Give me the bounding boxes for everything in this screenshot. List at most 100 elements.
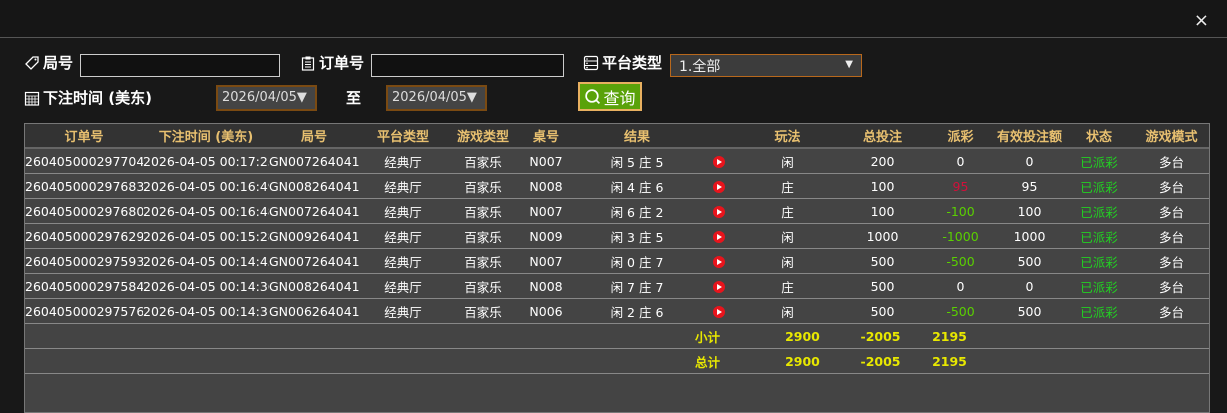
cell-status: 已派彩 [1080, 179, 1118, 195]
cell-valid: 95 [1021, 178, 1038, 194]
cell-time: 2026-04-05 00:16:48 [143, 203, 269, 219]
cell-payout: -100 [946, 203, 975, 219]
table-row[interactable]: 260405000297680 2026-04-05 00:16:48 GN0072… [25, 199, 1209, 224]
caret-down-icon: ▼ [845, 59, 853, 70]
cell-time: 2026-04-05 00:17:23 [143, 153, 269, 169]
cell-mode: 多台 [1158, 154, 1184, 170]
cell-mode: 多台 [1158, 279, 1184, 295]
cell-bet: 100 [870, 203, 895, 219]
time-label: 下注时间 (美东) [24, 87, 152, 108]
cell-table: N008 [529, 278, 563, 294]
play-video-icon[interactable] [712, 231, 725, 243]
total-payout: -2005 [860, 353, 901, 369]
column-header: 订单号 [64, 130, 104, 145]
date-from-picker[interactable]: 2026/04/05▼ [216, 85, 317, 111]
table-row[interactable]: 260405000297704 2026-04-05 00:17:23 GN0072… [25, 149, 1209, 174]
search-icon [585, 89, 601, 105]
close-icon[interactable]: × [1193, 10, 1209, 31]
cell-order: 260405000297576 [25, 303, 143, 319]
cell-round: GN008264041KR [269, 278, 359, 294]
cell-round: GN009264041L4 [269, 228, 359, 244]
cell-table: N007 [529, 253, 563, 269]
cell-status: 已派彩 [1080, 254, 1118, 270]
cell-result: 闲 3 庄 5 [610, 229, 664, 245]
tag-icon [25, 55, 39, 70]
total-row: 总计 2900 -2005 2195 [25, 349, 1209, 374]
cell-status: 已派彩 [1080, 279, 1118, 295]
cell-result: 闲 4 庄 6 [610, 179, 664, 195]
cell-table: N006 [529, 303, 563, 319]
order-input[interactable] [371, 54, 564, 77]
cell-time: 2026-04-05 00:14:31 [143, 303, 269, 319]
cell-time: 2026-04-05 00:16:49 [143, 178, 269, 194]
cell-order: 260405000297683 [25, 178, 143, 194]
play-video-icon[interactable] [712, 156, 725, 168]
platform-label: 平台类型 [583, 52, 662, 73]
column-header: 游戏类型 [456, 130, 509, 145]
cell-mode: 多台 [1158, 304, 1184, 320]
round-input[interactable] [80, 54, 280, 77]
cell-round: GN007264041JX [269, 203, 359, 219]
replay-cell [701, 179, 736, 194]
cell-play: 庄 [781, 279, 794, 295]
cell-status: 已派彩 [1080, 154, 1118, 170]
platform-select-value: 1.全部 [679, 59, 721, 75]
subtotal-row: 小计 2900 -2005 2195 [25, 324, 1209, 349]
cell-platform: 经典厅 [384, 154, 422, 170]
table-row[interactable]: 260405000297683 2026-04-05 00:16:49 GN0082… [25, 174, 1209, 199]
cell-valid: 1000 [1013, 228, 1046, 244]
cell-platform: 经典厅 [384, 254, 422, 270]
cell-payout: -500 [946, 253, 975, 269]
play-video-icon[interactable] [712, 256, 725, 268]
cell-play: 闲 [781, 254, 794, 270]
cell-game: 百家乐 [464, 279, 502, 295]
cell-bet: 500 [870, 278, 895, 294]
subtotal-payout: -2005 [860, 328, 901, 344]
cell-game: 百家乐 [464, 229, 502, 245]
play-video-icon[interactable] [712, 206, 725, 218]
table-row[interactable]: 260405000297629 2026-04-05 00:15:28 GN0092… [25, 224, 1209, 249]
cell-platform: 经典厅 [384, 204, 422, 220]
play-video-icon[interactable] [712, 181, 725, 193]
replay-cell [701, 254, 736, 269]
cell-status: 已派彩 [1080, 229, 1118, 245]
cell-mode: 多台 [1158, 254, 1184, 270]
table-row[interactable]: 260405000297593 2026-04-05 00:14:45 GN0072… [25, 249, 1209, 274]
cell-table: N009 [529, 228, 563, 244]
cell-bet: 500 [870, 303, 895, 319]
to-label: 至 [346, 89, 362, 107]
query-button[interactable]: 查询 [578, 82, 642, 111]
cell-platform: 经典厅 [384, 229, 422, 245]
server-list-icon [583, 55, 599, 70]
cell-game: 百家乐 [464, 154, 502, 170]
cell-platform: 经典厅 [384, 304, 422, 320]
cell-valid: 500 [1017, 253, 1042, 269]
table-row[interactable]: 260405000297576 2026-04-05 00:14:31 GN0062… [25, 299, 1209, 324]
date-to-picker[interactable]: 2026/04/05▼ [386, 85, 487, 111]
platform-select[interactable]: 1.全部 ▼ [670, 54, 862, 77]
cell-valid: 0 [1025, 153, 1034, 169]
cell-mode: 多台 [1158, 179, 1184, 195]
cell-bet: 100 [870, 178, 895, 194]
cell-round: GN007264041JU [269, 253, 359, 269]
replay-cell [701, 279, 736, 294]
replay-cell [701, 229, 736, 244]
round-label: 局号 [24, 52, 73, 73]
cell-order: 260405000297593 [25, 253, 143, 269]
cell-valid: 100 [1017, 203, 1042, 219]
cell-result: 闲 7 庄 7 [610, 279, 664, 295]
cell-payout: -1000 [942, 228, 979, 244]
cell-round: GN008264041KU [269, 178, 359, 194]
cell-game: 百家乐 [464, 179, 502, 195]
cell-mode: 多台 [1158, 229, 1184, 245]
table-row[interactable]: 260405000297584 2026-04-05 00:14:36 GN0082… [25, 274, 1209, 299]
cell-game: 百家乐 [464, 254, 502, 270]
cell-result: 闲 0 庄 7 [610, 254, 664, 270]
play-video-icon[interactable] [712, 281, 725, 293]
cell-order: 260405000297629 [25, 228, 143, 244]
cell-table: N008 [529, 178, 563, 194]
order-label: 订单号 [300, 52, 364, 73]
cell-game: 百家乐 [464, 204, 502, 220]
play-video-icon[interactable] [712, 306, 725, 318]
column-header: 总投注 [862, 130, 902, 145]
